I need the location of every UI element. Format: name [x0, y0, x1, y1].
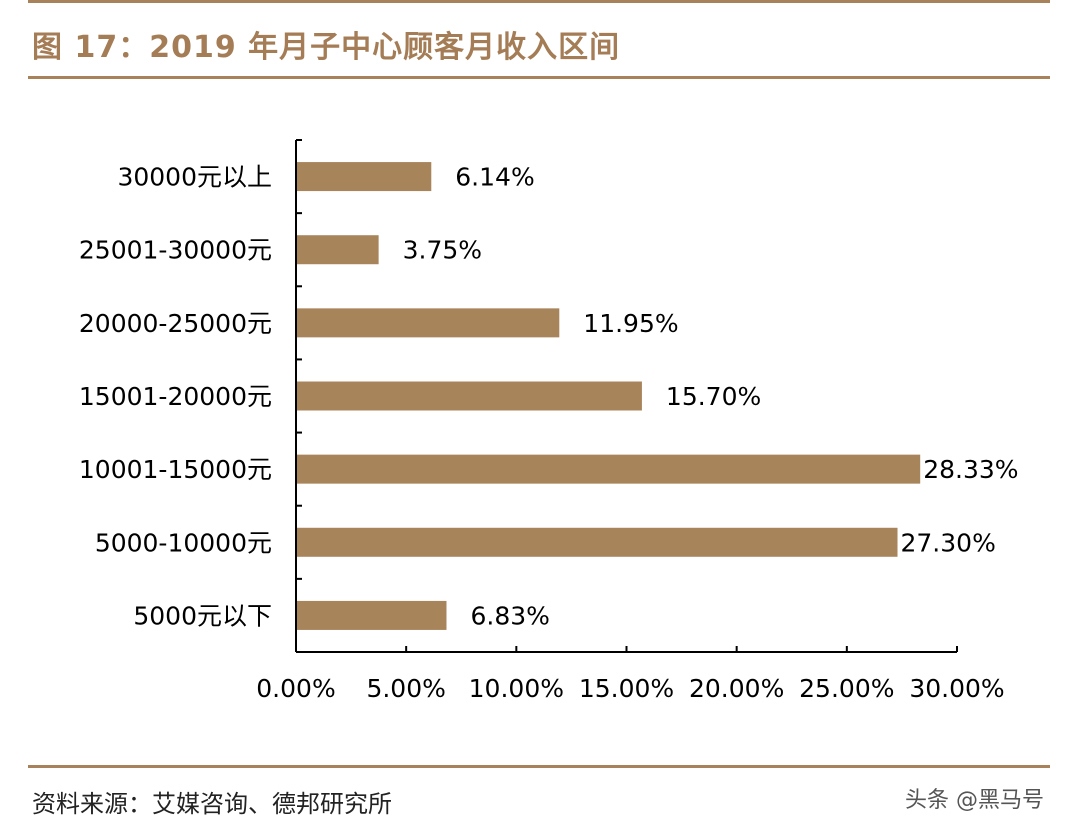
source-note: 资料来源：艾媒咨询、德邦研究所	[32, 790, 392, 818]
x-tick-label: 25.00%	[799, 674, 894, 703]
data-label: 27.30%	[901, 528, 996, 557]
data-label: 6.14%	[455, 163, 534, 192]
x-tick-label: 0.00%	[256, 674, 335, 703]
top-rule	[28, 0, 1050, 3]
bar-chart: 30000元以上 6.14% 25001-30000元 3.75% 20000-2500…	[79, 139, 1019, 703]
x-tick-label: 15.00%	[579, 674, 674, 703]
bar	[296, 162, 432, 192]
title-rule	[28, 76, 1050, 79]
x-tick-label: 5.00%	[366, 674, 445, 703]
bottom-rule	[28, 765, 1050, 768]
category-label: 15001-20000元	[79, 382, 272, 411]
category-label: 5000-10000元	[95, 528, 272, 557]
category-label: 25001-30000元	[79, 236, 272, 265]
category-label: 5000元以下	[133, 601, 272, 630]
bar	[296, 527, 898, 557]
data-label: 28.33%	[923, 455, 1018, 484]
bar	[296, 308, 560, 338]
bar	[296, 454, 921, 484]
category-label: 20000-25000元	[79, 309, 272, 338]
category-label: 10001-15000元	[79, 455, 272, 484]
bar	[296, 381, 642, 411]
bar	[296, 235, 379, 265]
category-label: 30000元以上	[117, 163, 272, 192]
figure-title: 图 17：2019 年月子中心顾客月收入区间	[32, 30, 621, 65]
bars-group	[296, 162, 921, 630]
data-label: 15.70%	[666, 382, 761, 411]
data-label: 6.83%	[470, 601, 549, 630]
bar	[296, 600, 447, 630]
x-tick-label: 10.00%	[469, 674, 564, 703]
x-tick-label: 20.00%	[689, 674, 784, 703]
x-tick-label: 30.00%	[909, 674, 1004, 703]
axes-group: 30000元以上 6.14% 25001-30000元 3.75% 20000-2500…	[79, 139, 1019, 703]
watermark: 头条 @黑马号	[905, 788, 1044, 813]
data-label: 3.75%	[403, 236, 482, 265]
data-label: 11.95%	[583, 309, 678, 338]
